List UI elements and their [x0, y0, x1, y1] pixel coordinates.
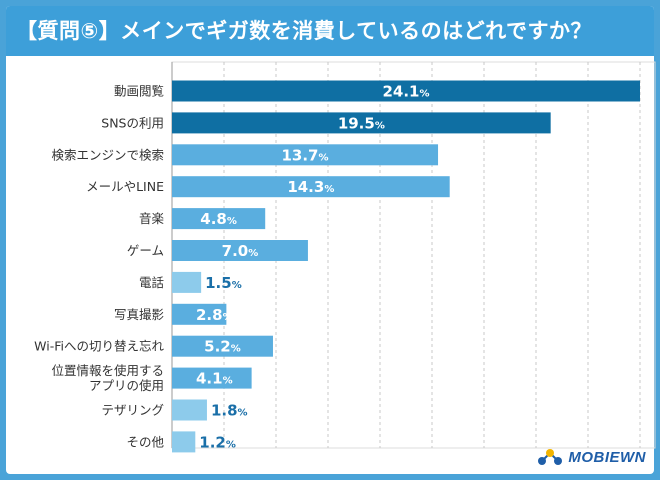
bar	[172, 112, 551, 134]
category-label: その他	[126, 434, 164, 449]
value-label: 14.3%	[287, 178, 334, 196]
bar	[172, 271, 202, 293]
category-label: 写真撮影	[114, 307, 165, 322]
category-label: ゲーム	[127, 243, 164, 258]
bar	[172, 335, 273, 357]
value-label: 4.1%	[196, 370, 233, 388]
value-label: 4.8%	[200, 210, 237, 228]
value-label: 2.8%	[196, 306, 233, 324]
value-label: 19.5%	[338, 114, 385, 132]
category-label: テザリング	[101, 403, 164, 418]
bar-series	[172, 80, 640, 453]
category-label: メールやLINE	[86, 179, 164, 194]
category-label: 音楽	[139, 211, 165, 226]
bar	[172, 399, 207, 421]
value-label: 1.5%	[205, 274, 242, 292]
category-label: 位置情報を使用するアプリの使用	[51, 363, 164, 393]
value-label: 5.2%	[204, 338, 241, 356]
category-label: 検索エンジンで検索	[51, 147, 164, 162]
mobiewn-logo: MOBIEWN	[536, 446, 646, 468]
logo-text: MOBIEWN	[568, 448, 646, 466]
category-label: Wi-Fiへの切り替え忘れ	[34, 339, 164, 354]
value-labels: 24.1% 19.5% 13.7% 14.3% 4.8% 7.0% 1.5% 2.8% 5.2%…	[196, 83, 430, 452]
bar	[172, 80, 640, 102]
bar	[172, 144, 439, 166]
bar	[172, 176, 450, 198]
category-label: 動画閲覧	[114, 84, 164, 99]
value-label: 1.8%	[211, 402, 248, 420]
category-label: 電話	[139, 275, 164, 290]
molecule-icon	[538, 449, 563, 465]
category-label: SNSの利用	[101, 115, 164, 130]
value-label: 7.0%	[222, 242, 259, 260]
bar	[172, 367, 252, 389]
bar	[172, 208, 266, 230]
chart-title: 【質問⑤】メインでギガ数を消費しているのはどれですか？	[6, 6, 654, 56]
value-label: 13.7%	[281, 146, 328, 164]
value-label: 1.2%	[199, 433, 236, 451]
value-label: 24.1%	[382, 83, 429, 101]
bar	[172, 240, 308, 261]
bar	[172, 431, 196, 453]
bar	[172, 303, 227, 325]
